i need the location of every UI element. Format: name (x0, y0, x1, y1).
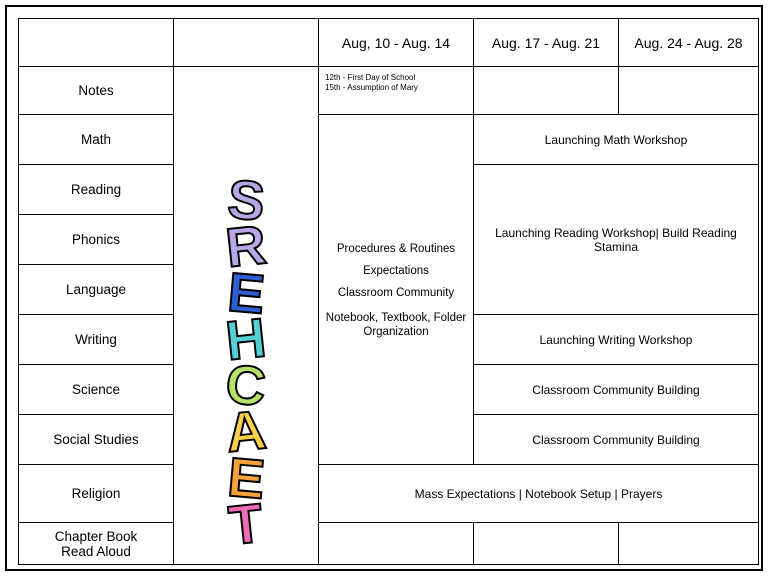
week1-l5: Organization (323, 325, 469, 339)
row-readaloud: Chapter Book Read Aloud (19, 523, 174, 565)
hdr-week3: Aug. 24 - Aug. 28 (619, 19, 759, 67)
notes-week1-l2: 15th - Assumption of Mary (325, 83, 467, 93)
row-language: Language (19, 265, 174, 315)
row-science: Science (19, 365, 174, 415)
readaloud-week1 (319, 523, 474, 565)
week1-block: Procedures & Routines Expectations Class… (319, 115, 474, 465)
readaloud-week2 (474, 523, 619, 565)
readaloud-week3 (619, 523, 759, 565)
religion-all: Mass Expectations | Notebook Setup | Pra… (319, 465, 759, 523)
page-frame: Aug, 10 - Aug. 14 Aug. 17 - Aug. 21 Aug.… (5, 5, 763, 571)
letter-s: S (225, 173, 266, 228)
row-social: Social Studies (19, 415, 174, 465)
row-religion: Religion (19, 465, 174, 523)
plan-table: Aug, 10 - Aug. 14 Aug. 17 - Aug. 21 Aug.… (18, 18, 759, 565)
hdr-week1: Aug, 10 - Aug. 14 (319, 19, 474, 67)
row-writing: Writing (19, 315, 174, 365)
row-math: Math (19, 115, 174, 165)
reading-23: Launching Reading Workshop| Build Readin… (474, 165, 759, 315)
teachers-cell: T E A C H E R S (174, 67, 319, 565)
science-23: Classroom Community Building (474, 365, 759, 415)
readaloud-l1: Chapter Book (23, 529, 169, 544)
teachers-stack: T E A C H E R S (174, 67, 318, 547)
notes-week1: 12th - First Day of School 15th - Assump… (319, 67, 474, 115)
hdr-blank-1 (19, 19, 174, 67)
notes-week3 (619, 67, 759, 115)
week1-l3: Classroom Community (323, 283, 469, 305)
hdr-blank-2 (174, 19, 319, 67)
writing-23: Launching Writing Workshop (474, 315, 759, 365)
social-23: Classroom Community Building (474, 415, 759, 465)
week1-l1: Procedures & Routines (323, 239, 469, 261)
math-23: Launching Math Workshop (474, 115, 759, 165)
row-phonics: Phonics (19, 215, 174, 265)
notes-week2 (474, 67, 619, 115)
row-reading: Reading (19, 165, 174, 215)
table-wrap: Aug, 10 - Aug. 14 Aug. 17 - Aug. 21 Aug.… (18, 18, 750, 558)
hdr-week2: Aug. 17 - Aug. 21 (474, 19, 619, 67)
readaloud-l2: Read Aloud (23, 544, 169, 559)
notes-week1-l1: 12th - First Day of School (325, 73, 467, 83)
row-notes: Notes (19, 67, 174, 115)
week1-l2: Expectations (323, 261, 469, 283)
week1-l4: Notebook, Textbook, Folder (323, 311, 469, 325)
